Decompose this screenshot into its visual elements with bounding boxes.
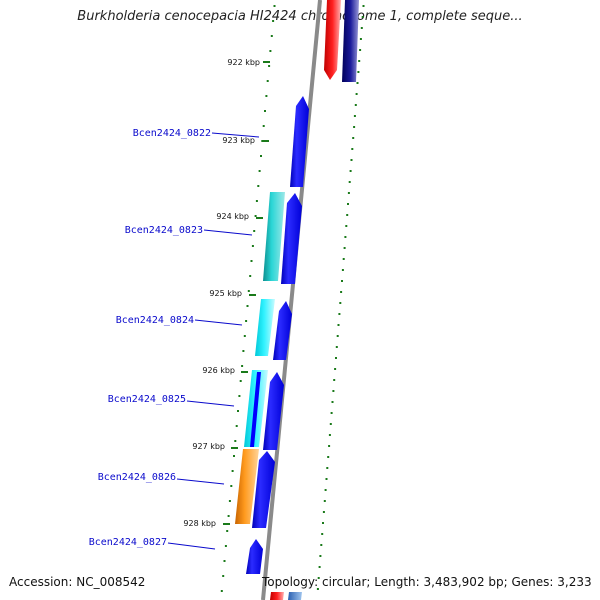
gene-arrow[interactable] — [290, 96, 309, 187]
gene-arrow[interactable] — [273, 301, 292, 360]
accession-label: Accession: NC_008542 — [9, 575, 146, 589]
navy-feature[interactable] — [342, 0, 359, 82]
gene-0823-arrow[interactable] — [263, 192, 285, 281]
tick-label-928: 928 kbp — [183, 519, 216, 528]
gene-label-0822[interactable]: Bcen2424_0822 — [133, 128, 211, 139]
ruler-dotted-track — [220, 5, 276, 592]
gene-label-0826[interactable]: Bcen2424_0826 — [98, 472, 176, 483]
gene-arrow[interactable] — [281, 193, 302, 284]
gene-label-0827[interactable]: Bcen2424_0827 — [89, 537, 167, 548]
outer-dotted-track — [316, 5, 365, 590]
gene-0826-arrow[interactable] — [235, 449, 259, 524]
gene-arrow[interactable] — [263, 372, 284, 450]
map-title: Burkholderia cenocepacia HI2424 chromoso… — [77, 9, 523, 24]
gene-label-0823[interactable]: Bcen2424_0823 — [125, 225, 203, 236]
gene-label-0824[interactable]: Bcen2424_0824 — [116, 315, 194, 326]
red-feature[interactable] — [324, 0, 341, 80]
tick-label-922: 922 kbp — [227, 58, 260, 67]
tick-label-923: 923 kbp — [222, 136, 255, 145]
topology-label: Topology: circular; Length: 3,483,902 bp… — [262, 575, 592, 589]
kbp-tick-marks — [223, 61, 270, 525]
gene-label-leaders — [167, 132, 260, 550]
tick-label-924: 924 kbp — [216, 212, 249, 221]
bottom-red-feature[interactable] — [270, 592, 284, 600]
bottom-blue-feature[interactable] — [288, 592, 302, 600]
gene-arrow[interactable] — [252, 451, 275, 528]
tick-label-926: 926 kbp — [202, 366, 235, 375]
gene-0824-arrow[interactable] — [255, 299, 275, 356]
forward-strand-genes — [246, 96, 309, 574]
reverse-strand-genes — [235, 192, 285, 524]
tick-label-925: 925 kbp — [209, 289, 242, 298]
gene-0825-inner-stripe — [250, 372, 261, 447]
chromosome-backbone — [261, 0, 322, 600]
tick-label-927: 927 kbp — [192, 442, 225, 451]
gene-arrow[interactable] — [246, 539, 263, 574]
gene-label-0825[interactable]: Bcen2424_0825 — [108, 394, 186, 405]
